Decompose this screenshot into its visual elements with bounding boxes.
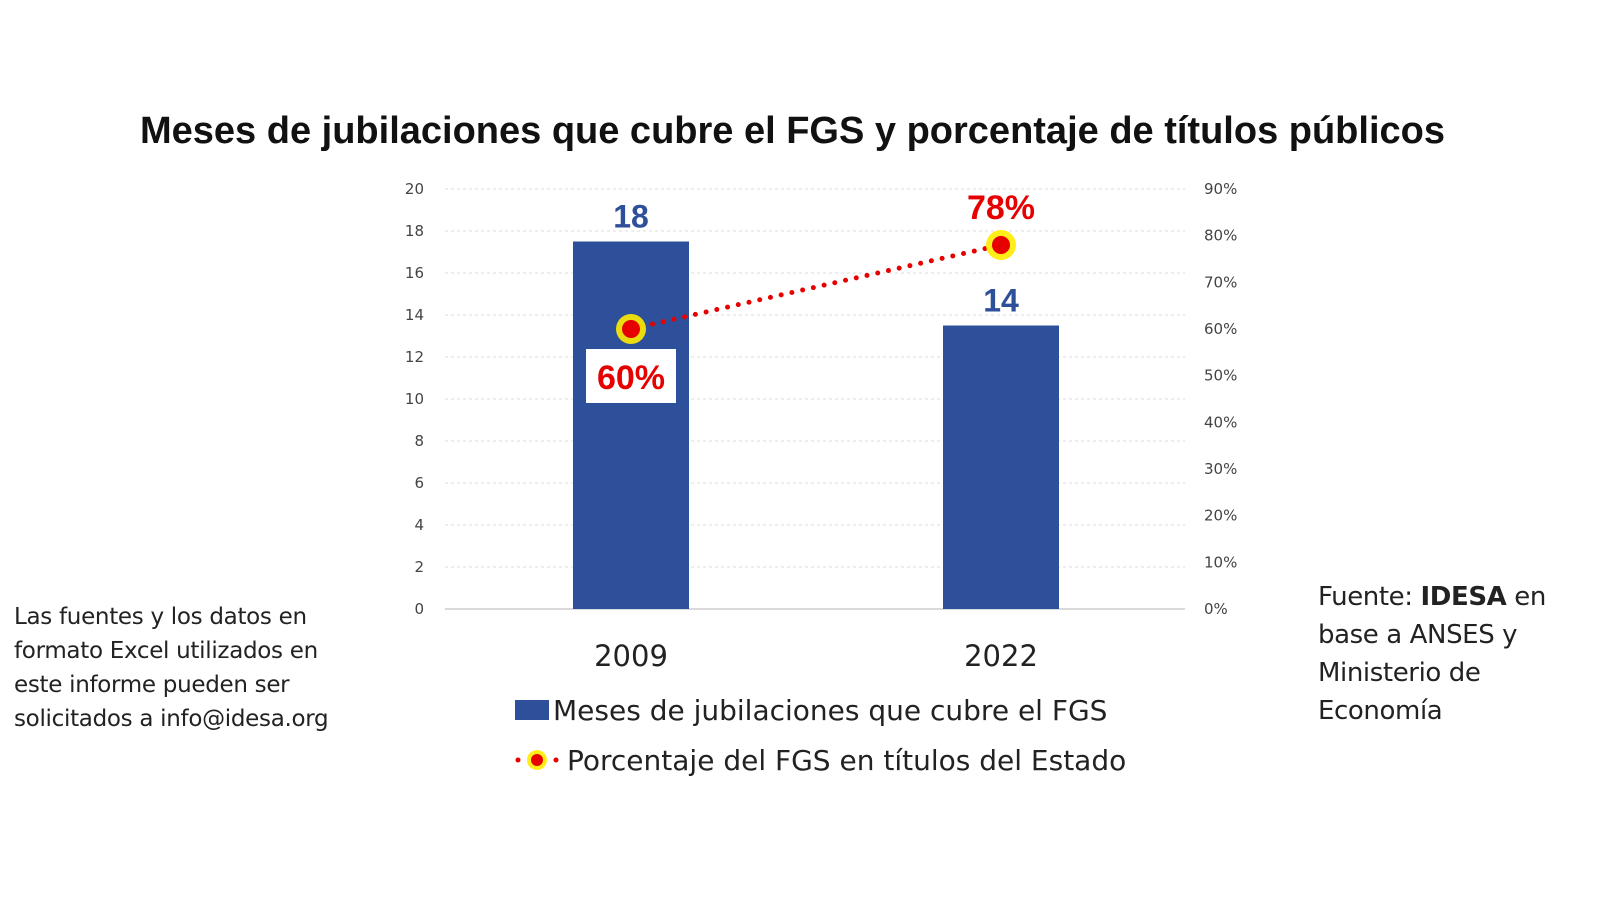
left-axis-tick: 20: [405, 180, 424, 198]
left-axis-tick: 0: [414, 600, 424, 618]
left-axis-tick: 2: [414, 558, 424, 576]
left-axis-tick: 4: [414, 516, 424, 534]
right-axis-tick: 80%: [1204, 227, 1237, 245]
source-rest: en: [1506, 582, 1546, 612]
source-line: Economía: [1318, 696, 1443, 726]
legend-line-label: Porcentaje del FGS en títulos del Estado: [567, 743, 1127, 777]
bar-data-label: 18: [613, 199, 649, 235]
right-axis-tick: 0%: [1204, 600, 1228, 618]
bar-2022: [943, 325, 1059, 609]
left-axis-tick: 6: [414, 474, 424, 492]
left-axis-tick: 14: [405, 306, 424, 324]
left-axis-tick: 16: [405, 264, 424, 282]
legend-bar-swatch: [515, 700, 549, 720]
source-line: base a ANSES y: [1318, 620, 1518, 650]
category-label: 2022: [964, 639, 1038, 673]
source-org: IDESA: [1420, 582, 1507, 612]
data-label-box: [586, 349, 676, 403]
source-prefix: Fuente:: [1318, 582, 1421, 612]
source-line: Ministerio de: [1318, 658, 1481, 688]
left-axis-tick: 8: [414, 432, 424, 450]
legend-bar-label: Meses de jubilaciones que cubre el FGS: [553, 693, 1108, 727]
left-axis-ticks: 0 2 4 6 8 10 12 14 16 18 20: [405, 180, 424, 618]
bar-data-label: 14: [983, 283, 1019, 319]
footnote-line: formato Excel utilizados en: [14, 638, 318, 664]
line-marker: [622, 320, 640, 338]
bar-2009: [573, 241, 689, 609]
left-axis-tick: 10: [405, 390, 424, 408]
chart-title: Meses de jubilaciones que cubre el FGS y…: [140, 110, 1445, 152]
line-data-label: 60%: [597, 359, 665, 397]
right-axis-tick: 20%: [1204, 507, 1237, 525]
right-axis-tick: 40%: [1204, 413, 1237, 431]
footnote-line: este informe pueden ser: [14, 672, 290, 698]
right-axis-tick: 50%: [1204, 367, 1237, 385]
right-axis-tick: 70%: [1204, 273, 1237, 291]
left-axis-tick: 12: [405, 348, 424, 366]
right-axis-tick: 60%: [1204, 320, 1237, 338]
percentage-line: 60% 78%: [586, 189, 1035, 403]
gridlines: [445, 188, 1185, 610]
left-axis-tick: 18: [405, 222, 424, 240]
line-data-label: 78%: [967, 189, 1035, 227]
category-labels: 2009 2022: [594, 639, 1038, 673]
line-marker: [992, 236, 1010, 254]
source-note: Fuente: IDESA en base a ANSES y Minister…: [1318, 578, 1546, 730]
right-axis-tick: 90%: [1204, 180, 1237, 198]
right-axis-tick: 10%: [1204, 553, 1237, 571]
footnote: Las fuentes y los datos en formato Excel…: [14, 600, 329, 736]
legend-item-line[interactable]: Porcentaje del FGS en títulos del Estado: [515, 738, 1126, 782]
footnote-line: Las fuentes y los datos en: [14, 604, 307, 630]
category-label: 2009: [594, 639, 668, 673]
right-axis-ticks: 0% 10% 20% 30% 40% 50% 60% 70% 80% 90%: [1204, 180, 1237, 618]
footnote-line: solicitados a info@idesa.org: [14, 706, 329, 732]
legend-line-swatch: [515, 750, 559, 770]
legend: Meses de jubilaciones que cubre el FGS P…: [515, 688, 1126, 788]
legend-item-bars[interactable]: Meses de jubilaciones que cubre el FGS: [515, 688, 1126, 732]
right-axis-tick: 30%: [1204, 460, 1237, 478]
